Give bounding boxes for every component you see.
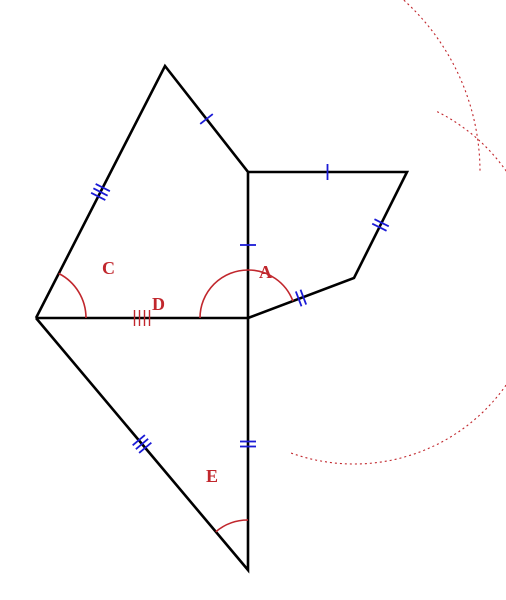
angle-label: D [152,294,165,314]
angle-label: C [102,258,115,278]
angle-arc [216,520,248,532]
construction-arc [291,112,506,464]
angle-label: E [206,466,218,486]
geometry-diagram: D A C E [0,0,506,600]
angle-arc [200,270,248,318]
polygon-edge [248,172,407,318]
tick-mark [200,114,213,124]
angle-label: A [259,262,272,282]
construction-arc [105,0,480,172]
angle-arc [59,273,86,318]
